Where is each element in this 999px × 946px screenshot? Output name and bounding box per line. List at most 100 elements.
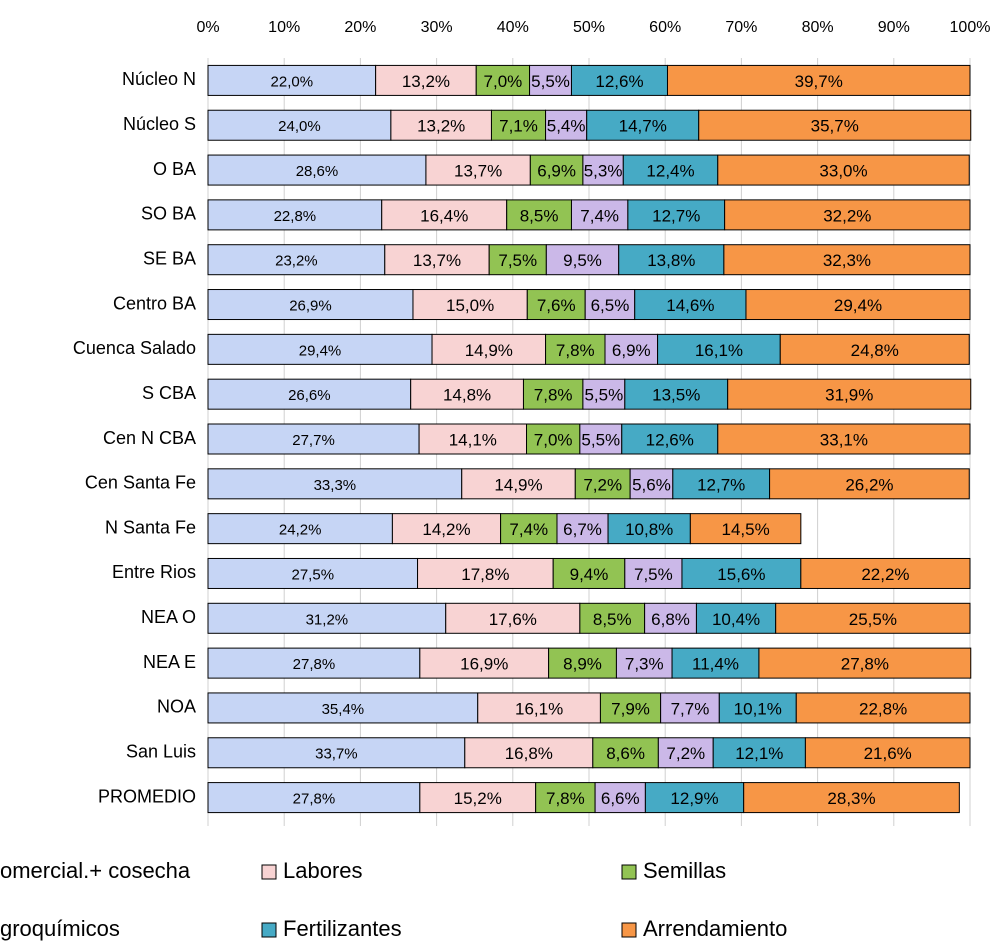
bar-segment bbox=[622, 154, 719, 186]
data-label: 7,6% bbox=[537, 296, 576, 315]
bar-segment bbox=[391, 513, 502, 545]
data-label: 13,8% bbox=[647, 251, 695, 270]
data-label: 26,9% bbox=[289, 297, 332, 314]
bar-segment bbox=[624, 378, 729, 410]
x-tick-label: 20% bbox=[344, 19, 376, 36]
bar-segment bbox=[419, 782, 537, 814]
bar-segment bbox=[618, 244, 725, 276]
data-label: 31,2% bbox=[306, 611, 349, 628]
data-label: 10,8% bbox=[625, 520, 673, 539]
bar-segment bbox=[634, 289, 747, 321]
data-label: 16,1% bbox=[515, 699, 563, 718]
data-label: 12,7% bbox=[652, 206, 700, 225]
y-tick-label: Núcleo N bbox=[122, 69, 196, 89]
legend-swatch bbox=[621, 864, 637, 880]
data-label: 9,5% bbox=[563, 251, 602, 270]
data-label: 14,7% bbox=[619, 117, 667, 136]
bar-segment bbox=[488, 244, 547, 276]
data-label: 7,2% bbox=[583, 475, 622, 494]
x-tick-label: 80% bbox=[802, 19, 834, 36]
bar-segment bbox=[431, 333, 547, 365]
y-tick-label: SE BA bbox=[143, 248, 196, 268]
bar-segment bbox=[712, 737, 806, 769]
data-label: 33,3% bbox=[314, 477, 357, 494]
data-label: 11,4% bbox=[692, 655, 739, 674]
bar-segment bbox=[660, 692, 720, 724]
bar-segment bbox=[644, 782, 745, 814]
data-label: 27,5% bbox=[292, 566, 335, 583]
bar-segment bbox=[769, 468, 970, 500]
bar-segment bbox=[743, 782, 960, 814]
data-label: 7,7% bbox=[671, 699, 710, 718]
data-label: 7,8% bbox=[534, 386, 573, 405]
bar-segment bbox=[574, 468, 631, 500]
data-label: 21,6% bbox=[864, 744, 912, 763]
data-label: 6,9% bbox=[612, 341, 651, 360]
bar-segment bbox=[582, 154, 624, 186]
bar-segment bbox=[207, 468, 463, 500]
y-tick-label: NOA bbox=[157, 697, 196, 717]
y-tick-label: Cuenca Salado bbox=[73, 338, 196, 358]
data-label: 27,8% bbox=[841, 655, 889, 674]
data-label: 15,2% bbox=[454, 789, 502, 808]
bar-segment bbox=[545, 333, 606, 365]
bar-segment bbox=[582, 378, 626, 410]
data-label: 5,3% bbox=[584, 162, 623, 181]
bar-segment bbox=[795, 692, 971, 724]
bar-segment bbox=[207, 557, 419, 589]
legend-label: Fertilizantes bbox=[283, 916, 402, 941]
data-label: 31,9% bbox=[825, 386, 873, 405]
bar-segment bbox=[592, 737, 659, 769]
data-label: 10,1% bbox=[734, 699, 782, 718]
data-label: 26,2% bbox=[845, 475, 893, 494]
data-label: 8,5% bbox=[593, 610, 632, 629]
bar-segment bbox=[207, 109, 392, 141]
y-tick-label: NEA E bbox=[143, 652, 196, 672]
data-label: 16,9% bbox=[460, 655, 508, 674]
y-tick-label: San Luis bbox=[126, 742, 196, 762]
bar-segment bbox=[624, 557, 683, 589]
bar-segment bbox=[579, 602, 646, 634]
data-label: 5,5% bbox=[581, 430, 620, 449]
bar-segment bbox=[410, 378, 524, 410]
x-tick-label: 100% bbox=[950, 19, 991, 36]
data-label: 17,8% bbox=[461, 565, 509, 584]
bar-segment bbox=[464, 737, 594, 769]
bar-segment bbox=[584, 289, 636, 321]
data-label: 24,0% bbox=[278, 118, 321, 135]
data-label: 32,2% bbox=[823, 206, 871, 225]
data-label: 10,4% bbox=[712, 610, 760, 629]
y-tick-label: Centro BA bbox=[113, 293, 196, 313]
y-tick-label: N Santa Fe bbox=[105, 517, 196, 537]
bar-segment bbox=[727, 378, 972, 410]
data-label: 7,5% bbox=[634, 565, 673, 584]
y-tick-label: O BA bbox=[153, 159, 196, 179]
bar-segment bbox=[724, 199, 971, 231]
data-label: 35,4% bbox=[322, 701, 365, 718]
x-tick-label: 40% bbox=[497, 19, 529, 36]
bar-segment bbox=[207, 154, 427, 186]
legend-swatch bbox=[621, 922, 637, 938]
bar-segment bbox=[627, 199, 726, 231]
bar-segment bbox=[604, 333, 659, 365]
data-label: 26,6% bbox=[288, 387, 331, 404]
data-label: 14,6% bbox=[666, 296, 714, 315]
data-label: 12,4% bbox=[646, 162, 694, 181]
data-label: 12,9% bbox=[670, 789, 718, 808]
data-label: 13,2% bbox=[402, 72, 450, 91]
data-label: 22,8% bbox=[274, 208, 317, 225]
data-label: 7,4% bbox=[580, 206, 619, 225]
data-label: 13,7% bbox=[454, 162, 502, 181]
y-tick-label: PROMEDIO bbox=[98, 786, 196, 806]
data-label: 16,4% bbox=[420, 206, 468, 225]
bar-segment bbox=[207, 692, 479, 724]
data-label: 7,0% bbox=[534, 430, 573, 449]
data-label: 33,0% bbox=[819, 162, 867, 181]
bar-segment bbox=[425, 154, 531, 186]
legend-label: groquímicos bbox=[0, 916, 120, 941]
data-label: 15,6% bbox=[717, 565, 765, 584]
x-tick-label: 30% bbox=[421, 19, 453, 36]
data-label: 7,9% bbox=[611, 699, 650, 718]
bar-segment bbox=[207, 423, 420, 455]
bar-segment bbox=[461, 468, 576, 500]
